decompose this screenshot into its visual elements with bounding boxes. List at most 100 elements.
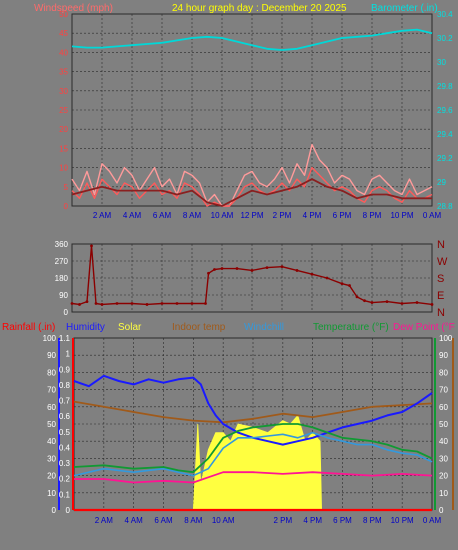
wind-tick-label: 35 <box>59 68 68 77</box>
temperature-tick-label: 0 <box>439 506 444 515</box>
x-tick-label: 2 AM <box>95 516 114 525</box>
x-tick-label: 10 AM <box>211 211 234 220</box>
temperature-tick-label: 10 <box>439 489 448 498</box>
x-tick-label: 6 PM <box>333 211 352 220</box>
temperature-tick-label: 30 <box>439 454 448 463</box>
humidity-axis-bar <box>58 338 60 510</box>
wind-direction-point <box>355 295 359 299</box>
humidity-tick-label: 100 <box>43 334 57 343</box>
baro-series-line <box>71 28 433 51</box>
direction-tick-label: 180 <box>55 274 69 283</box>
legend-temperature: Temperature (°F) <box>313 322 389 333</box>
wind-direction-point <box>145 303 149 306</box>
legend-indoor-temp: Indoor temp <box>172 322 226 333</box>
wind-baro-panel: 0 5 10 15 20 25 30 35 40 45 50 28.8 29 29.2 29.4 29.6 29… <box>59 10 453 220</box>
wind-direction-point <box>204 302 207 305</box>
rain-tick-label: 0.7 <box>59 397 71 406</box>
wind-direction-point <box>160 302 164 305</box>
x-tick-label: 10 PM <box>390 211 413 220</box>
baro-tick-label: 29.2 <box>437 154 453 163</box>
baro-tick-label: 29 <box>437 178 446 187</box>
compass-label: N <box>437 307 445 319</box>
indoor-axis-bar <box>452 338 454 510</box>
rain-tick-label: 0.2 <box>59 475 71 484</box>
wind-direction-point <box>190 302 194 305</box>
rain-tick-label: 0.9 <box>59 365 71 374</box>
rain-tick-label: 0.6 <box>59 412 71 421</box>
indoor-temp-line <box>73 400 433 424</box>
temperature-tick-label: 40 <box>439 437 448 446</box>
wind-tick-label: 25 <box>59 106 68 115</box>
x-tick-label: 0 AM <box>423 211 442 220</box>
temperature-tick-label: 20 <box>439 472 448 481</box>
rain-tick-label: 0.1 <box>59 490 71 499</box>
baro-tick-label: 30.2 <box>437 34 453 43</box>
baro-tick-label: 28.8 <box>437 202 453 211</box>
humidity-tick-label: 30 <box>47 454 56 463</box>
wind-direction-point <box>325 276 329 280</box>
x-tick-label: 4 AM <box>125 516 144 525</box>
wind-direction-point <box>175 302 179 305</box>
wind-tick-label: 45 <box>59 29 68 38</box>
humidity-line <box>73 374 433 446</box>
baro-tick-label: 30 <box>437 58 446 67</box>
wind-direction-point <box>340 282 344 286</box>
x-tick-label: 12 PM <box>240 211 263 220</box>
wind-direction-point <box>250 269 254 272</box>
compass-label: N <box>437 239 445 251</box>
dew-point-line <box>74 471 433 484</box>
wind-direction-point <box>280 265 284 269</box>
legend-dew-point: Dew Point (°F <box>393 322 455 333</box>
legend-humidity: Humidity <box>66 322 105 333</box>
windspeed-axis-title: Windspeed (mph) <box>34 3 113 14</box>
humidity-tick-label: 10 <box>47 489 56 498</box>
wind-tick-label: 10 <box>59 164 68 173</box>
temperature-tick-label: 100 <box>439 334 453 343</box>
x-tick-label: 8 AM <box>183 211 202 220</box>
humidity-tick-label: 20 <box>47 472 56 481</box>
humidity-tick-label: 50 <box>47 420 56 429</box>
wind-direction-point <box>85 300 89 304</box>
compass-label: W <box>437 256 448 268</box>
wind-direction-point <box>310 272 314 276</box>
baro-tick-label: 29.6 <box>437 106 453 115</box>
wind-direction-point <box>265 266 269 270</box>
temperature-axis-bar <box>434 338 436 510</box>
wind-tick-label: 30 <box>59 87 68 96</box>
wind-direction-point <box>385 300 389 304</box>
rain-tick-label: 0.3 <box>59 459 71 468</box>
x-tick-label: 8 PM <box>363 516 382 525</box>
x-tick-label: 6 PM <box>333 516 352 525</box>
humidity-tick-label: 60 <box>47 403 56 412</box>
baro-tick-label: 29.4 <box>437 130 453 139</box>
rain-tick-label: 0.4 <box>59 443 71 452</box>
rain-tick-label: 1.1 <box>59 334 71 343</box>
avg-series-line <box>71 178 432 207</box>
wind-tick-label: 50 <box>59 10 68 19</box>
graph-title: 24 hour graph day : December 20 2025 <box>172 3 347 14</box>
temperature-tick-label: 50 <box>439 420 448 429</box>
wind-direction-point <box>94 302 98 305</box>
wind-direction-point <box>207 271 210 275</box>
wind-direction-point <box>70 302 74 305</box>
solar-area <box>192 414 323 511</box>
direction-tick-label: 360 <box>55 240 69 249</box>
wind-direction-point <box>100 303 104 306</box>
windchill-line <box>73 431 433 477</box>
humidity-tick-label: 90 <box>47 351 56 360</box>
baro-tick-label: 29.8 <box>437 82 453 91</box>
wind-direction-point <box>430 303 434 306</box>
x-tick-label: 6 AM <box>153 211 172 220</box>
humidity-tick-label: 0 <box>52 506 57 515</box>
humidity-tick-label: 40 <box>47 437 56 446</box>
speed-series-line <box>71 166 433 207</box>
temperature-tick-label: 80 <box>439 368 448 377</box>
x-tick-label: 8 PM <box>363 211 382 220</box>
wind-direction-point <box>400 302 404 305</box>
wind-direction-point <box>90 244 93 248</box>
wind-direction-point <box>363 299 366 303</box>
gust-series-line <box>71 143 433 207</box>
baro-tick-label: 30.4 <box>437 10 453 19</box>
